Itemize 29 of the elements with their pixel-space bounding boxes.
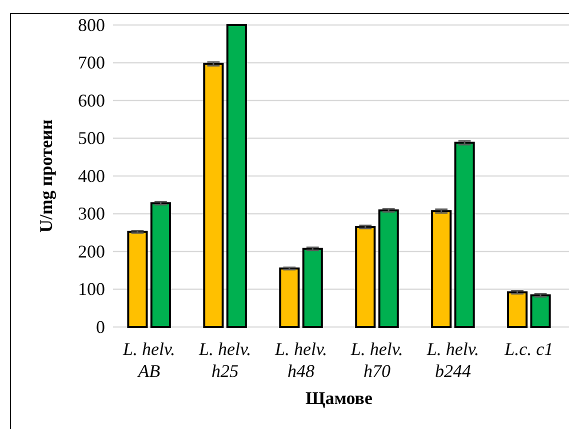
bar (279, 267, 300, 328)
bar (530, 294, 551, 328)
y-tick-label: 100 (78, 279, 105, 300)
y-tick-label: 200 (78, 241, 105, 262)
x-tick-label: L. helv. h25 (198, 339, 252, 381)
bar (378, 209, 399, 328)
y-tick-label: 300 (78, 204, 105, 224)
bar (127, 230, 148, 328)
bar (454, 142, 475, 328)
bar (226, 24, 247, 328)
bar (302, 248, 323, 328)
y-tick-label: 600 (78, 90, 105, 110)
x-tick-label: L. helv. AB (122, 339, 176, 381)
y-tick-label: 800 (78, 14, 105, 35)
x-tick-label: L.c. c1 (504, 339, 554, 359)
bar (355, 226, 376, 328)
x-axis-title: Щамове (305, 388, 373, 408)
bar (150, 202, 171, 328)
bar (431, 210, 452, 328)
y-tick-label: 0 (96, 316, 105, 337)
y-tick-label: 700 (78, 52, 105, 73)
x-tick-label: L. helv. h70 (350, 339, 404, 381)
y-tick-label: 400 (78, 166, 105, 186)
bar (203, 62, 224, 328)
bar (507, 291, 528, 328)
x-tick-label: L. helv. b244 (426, 339, 480, 381)
y-tick-label: 500 (78, 128, 105, 148)
y-axis-title: U/mg протеин (36, 119, 56, 233)
x-tick-label: L. helv. h48 (274, 339, 328, 381)
